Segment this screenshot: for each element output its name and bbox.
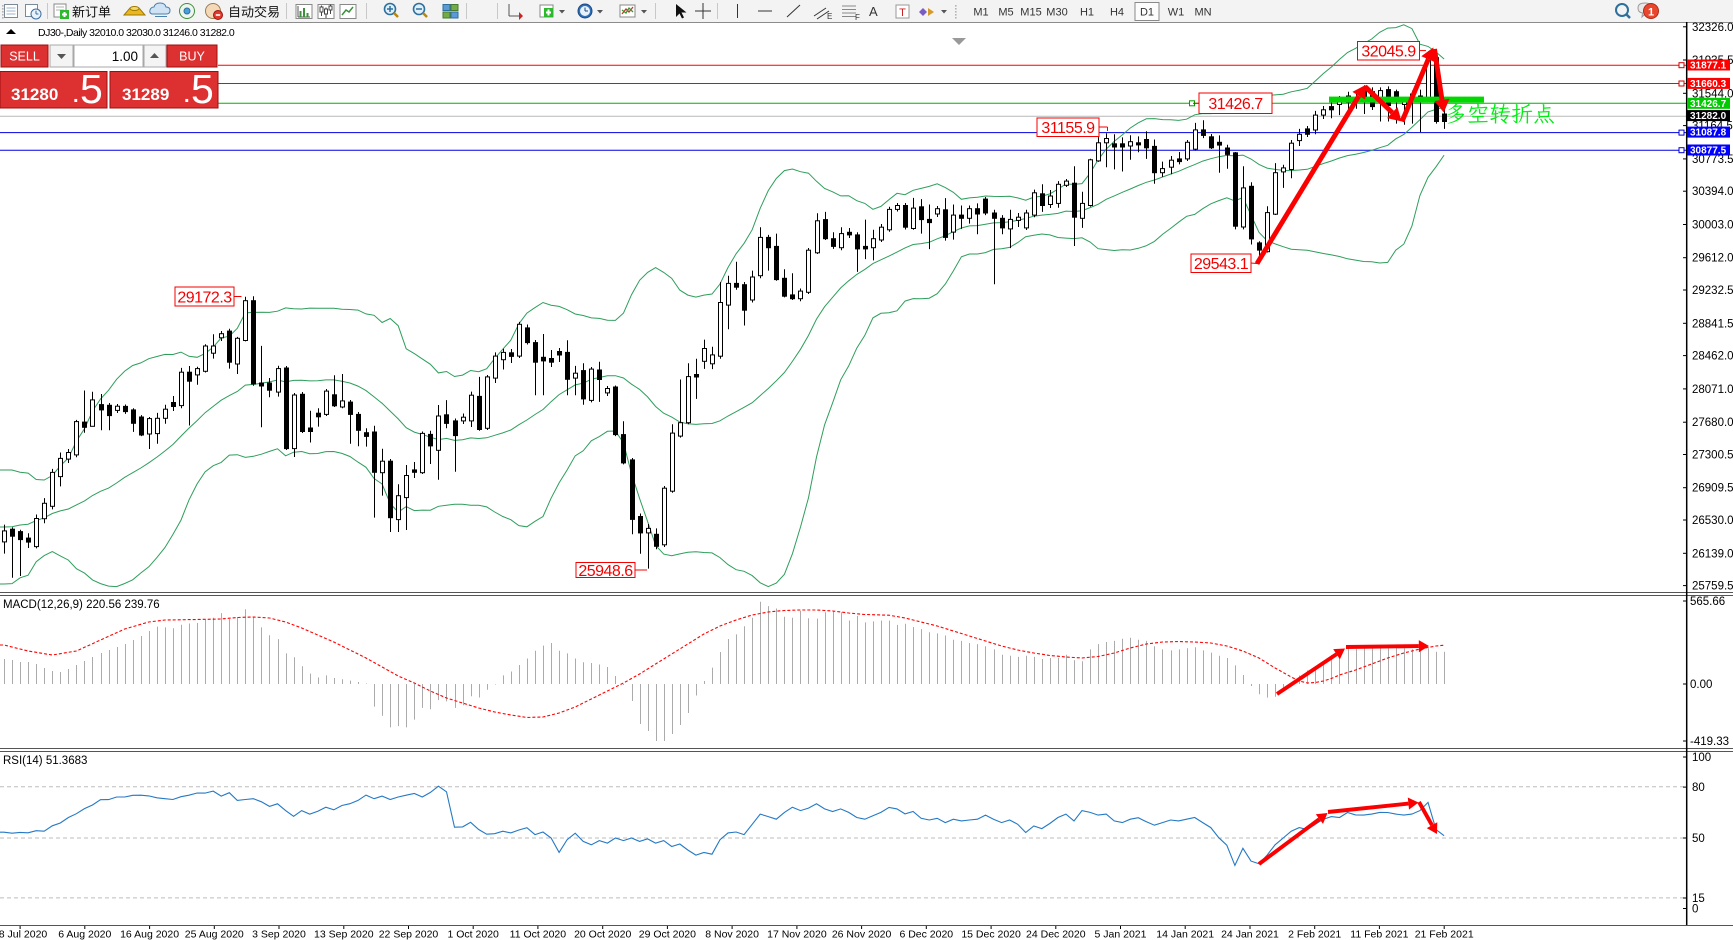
- svg-text:F: F: [855, 13, 860, 22]
- svg-text:H1: H1: [1080, 7, 1094, 19]
- svg-text:M15: M15: [1020, 7, 1041, 19]
- svg-text:MN: MN: [1194, 7, 1211, 19]
- svg-text:31426.7: 31426.7: [1690, 99, 1727, 110]
- svg-text:31660.3: 31660.3: [1690, 79, 1727, 90]
- svg-text:27680.0: 27680.0: [1692, 417, 1733, 429]
- svg-text:29612.0: 29612.0: [1692, 253, 1733, 265]
- svg-text:16 Aug 2020: 16 Aug 2020: [120, 929, 179, 940]
- svg-text:M1: M1: [973, 7, 988, 19]
- svg-text:.: .: [184, 85, 190, 107]
- svg-text:1.00: 1.00: [112, 49, 138, 64]
- svg-text:30394.0: 30394.0: [1692, 186, 1733, 198]
- svg-text:6 Aug 2020: 6 Aug 2020: [58, 929, 111, 940]
- svg-text:RSI(14) 51.3683: RSI(14) 51.3683: [3, 755, 87, 767]
- svg-text:H4: H4: [1110, 7, 1124, 19]
- svg-text:28462.0: 28462.0: [1692, 351, 1733, 363]
- svg-text:30877.5: 30877.5: [1690, 146, 1727, 157]
- svg-text:20 Oct 2020: 20 Oct 2020: [574, 929, 631, 940]
- svg-text:W1: W1: [1168, 7, 1185, 19]
- svg-text:T: T: [899, 7, 906, 19]
- svg-text:E: E: [827, 12, 832, 21]
- svg-text:29172.3: 29172.3: [177, 289, 232, 306]
- svg-text:28071.0: 28071.0: [1692, 384, 1733, 396]
- svg-text:32326.0: 32326.0: [1692, 22, 1733, 34]
- svg-text:30773.5: 30773.5: [1692, 154, 1733, 166]
- svg-text:13 Sep 2020: 13 Sep 2020: [314, 929, 374, 940]
- svg-text:29232.5: 29232.5: [1692, 285, 1733, 297]
- svg-text:31155.9: 31155.9: [1041, 120, 1095, 137]
- svg-text:15 Dec 2020: 15 Dec 2020: [961, 929, 1021, 940]
- svg-text:31282.0: 31282.0: [1690, 111, 1727, 122]
- svg-text:17 Nov 2020: 17 Nov 2020: [767, 929, 827, 940]
- svg-text:M5: M5: [998, 7, 1013, 19]
- svg-text:11 Oct 2020: 11 Oct 2020: [510, 929, 567, 940]
- svg-text:24 Jan 2021: 24 Jan 2021: [1221, 929, 1279, 940]
- svg-text:31877.1: 31877.1: [1690, 61, 1727, 72]
- svg-text:25 Aug 2020: 25 Aug 2020: [185, 929, 244, 940]
- svg-text:30003.0: 30003.0: [1692, 220, 1733, 232]
- svg-text:5: 5: [191, 66, 214, 112]
- svg-text:0.00: 0.00: [1690, 679, 1712, 691]
- svg-text:26 Nov 2020: 26 Nov 2020: [832, 929, 892, 940]
- svg-text:8 Nov 2020: 8 Nov 2020: [705, 929, 759, 940]
- svg-text:26139.0: 26139.0: [1692, 548, 1733, 560]
- svg-text:31544.0: 31544.0: [1692, 88, 1733, 100]
- svg-text:24 Dec 2020: 24 Dec 2020: [1026, 929, 1086, 940]
- svg-text:11 Feb 2021: 11 Feb 2021: [1350, 929, 1408, 940]
- svg-text:31289: 31289: [122, 85, 169, 104]
- svg-text:BUY: BUY: [179, 50, 205, 64]
- svg-text:3 Sep 2020: 3 Sep 2020: [252, 929, 306, 940]
- svg-text:28 Jul 2020: 28 Jul 2020: [0, 929, 47, 940]
- svg-text:25948.6: 25948.6: [578, 563, 633, 580]
- svg-text:31087.8: 31087.8: [1690, 128, 1727, 139]
- svg-text:26530.0: 26530.0: [1692, 515, 1733, 527]
- svg-text:6 Dec 2020: 6 Dec 2020: [899, 929, 953, 940]
- svg-text:1: 1: [1648, 7, 1654, 19]
- svg-text:SELL: SELL: [9, 50, 40, 64]
- svg-text:50: 50: [1692, 833, 1705, 845]
- svg-text:D1: D1: [1140, 7, 1154, 19]
- svg-text:25759.5: 25759.5: [1692, 581, 1733, 593]
- svg-text:80: 80: [1692, 782, 1705, 794]
- svg-text:26909.5: 26909.5: [1692, 483, 1733, 495]
- svg-text:27300.5: 27300.5: [1692, 450, 1733, 462]
- svg-text:A: A: [869, 4, 878, 19]
- svg-text:31280: 31280: [11, 85, 58, 104]
- svg-text:29543.1: 29543.1: [1194, 256, 1249, 273]
- svg-text:1 Oct 2020: 1 Oct 2020: [448, 929, 500, 940]
- svg-text:DJ30-,Daily 32010.0 32030.0 3: DJ30-,Daily 32010.0 32030.0 31246.0 3128…: [38, 27, 235, 39]
- svg-text:5 Jan 2021: 5 Jan 2021: [1095, 929, 1147, 940]
- svg-text:29 Oct 2020: 29 Oct 2020: [639, 929, 696, 940]
- svg-text:31426.7: 31426.7: [1208, 96, 1263, 113]
- svg-text:0: 0: [1692, 904, 1698, 916]
- svg-text:5: 5: [80, 66, 103, 112]
- svg-text:M30: M30: [1046, 7, 1067, 19]
- svg-text:MACD(12,26,9) 220.56 239.76: MACD(12,26,9) 220.56 239.76: [3, 599, 160, 611]
- svg-text:2 Feb 2021: 2 Feb 2021: [1288, 929, 1341, 940]
- svg-text:21 Feb 2021: 21 Feb 2021: [1415, 929, 1474, 940]
- svg-text:32045.9: 32045.9: [1361, 44, 1416, 61]
- svg-text:28841.5: 28841.5: [1692, 318, 1733, 330]
- svg-text:15: 15: [1692, 893, 1705, 905]
- svg-text:565.66: 565.66: [1690, 596, 1725, 608]
- svg-text:100: 100: [1692, 752, 1711, 764]
- svg-text:-419.33: -419.33: [1690, 736, 1729, 748]
- svg-text:.: .: [73, 85, 79, 107]
- svg-text:14 Jan 2021: 14 Jan 2021: [1156, 929, 1214, 940]
- svg-text:22 Sep 2020: 22 Sep 2020: [379, 929, 439, 940]
